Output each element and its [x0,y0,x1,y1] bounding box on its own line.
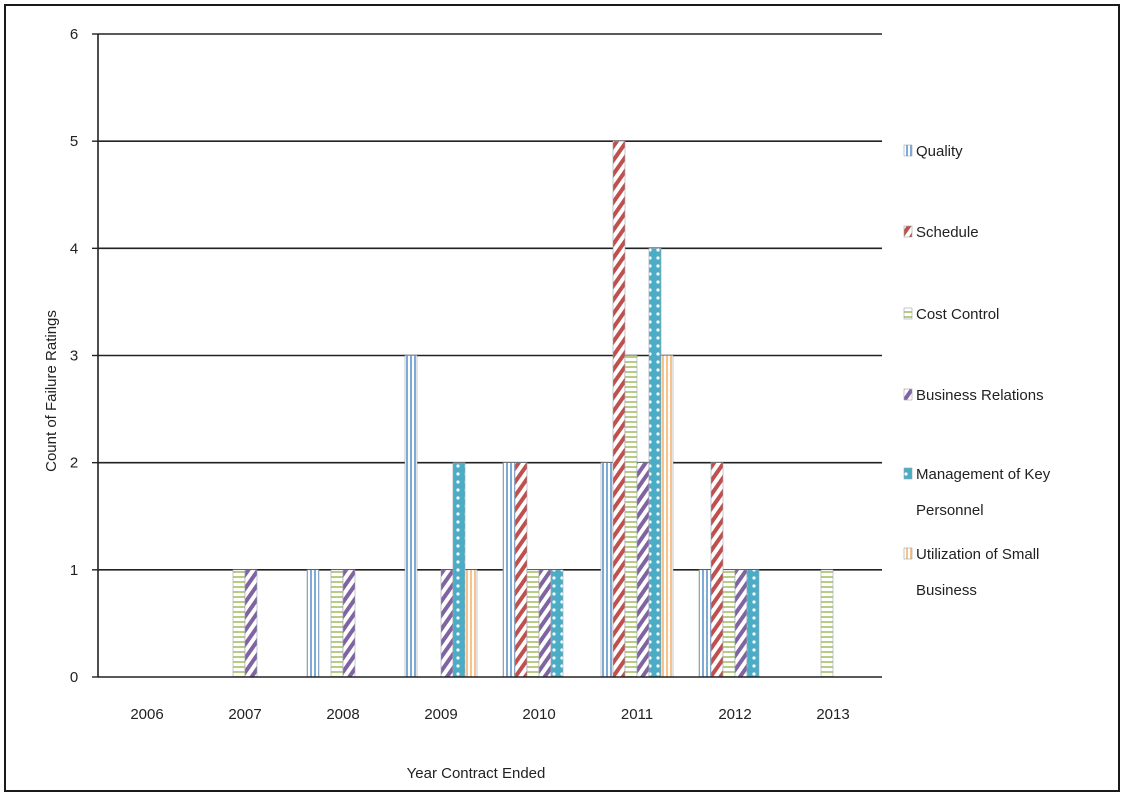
bar-cost-control-2013 [820,569,834,678]
bar-cost-control-2011 [624,355,638,678]
bar-schedule-2010 [514,462,528,678]
x-tick-label-2008: 2008 [326,706,359,723]
legend-label-5-0: Utilization of Small [916,546,1039,563]
bar-cost-control-2007 [232,569,246,678]
legend-label-3-0: Business Relations [916,387,1044,404]
x-tick-label-2006: 2006 [130,706,163,723]
x-tick-label-2010: 2010 [522,706,555,723]
bar-business-relations-2010 [538,569,552,678]
bar-quality-2012 [698,569,712,678]
bar-schedule-2011 [612,140,626,678]
x-tick-label-2011: 2011 [621,706,653,723]
bar-schedule-2012 [710,462,724,678]
x-tick-label-2012: 2012 [718,706,751,723]
y-tick-label-4: 4 [70,240,78,257]
legend: Quality Schedule Cost Control Business Rela… [903,143,1051,599]
y-tick-label-5: 5 [70,133,78,150]
chart-frame: 0 1 2 3 4 5 6 2006 2007 2008 2009 2010 2011 2012 2013… [4,4,1120,792]
bar-utilization-of-small-business-2009 [464,569,478,678]
bar-business-relations-2007 [244,569,258,678]
bars [232,140,834,678]
bar-quality-2009 [404,355,418,678]
bar-quality-2008 [306,569,320,678]
legend-label-1-0: Schedule [916,224,979,241]
x-axis-title: Year Contract Ended [407,765,546,782]
legend-label-0-0: Quality [916,143,963,160]
bar-management-of-key-personnel-2009 [452,462,466,678]
legend-swatch-1 [903,225,913,238]
bar-cost-control-2008 [330,569,344,678]
bar-quality-2010 [502,462,516,678]
bar-business-relations-2008 [342,569,356,678]
x-tick-label-2013: 2013 [816,706,849,723]
x-tick-labels: 2006 2007 2008 2009 2010 2011 2012 2013 [130,706,849,723]
x-tick-label-2009: 2009 [424,706,457,723]
y-tick-label-1: 1 [70,562,78,579]
bar-chart: 0 1 2 3 4 5 6 2006 2007 2008 2009 2010 2011 2012 2013… [43,26,1051,782]
y-tick-label-0: 0 [70,669,78,686]
gridlines [98,33,882,571]
bar-cost-control-2012 [722,569,736,678]
bar-management-of-key-personnel-2012 [746,569,760,678]
bar-utilization-of-small-business-2011 [660,355,674,678]
axes [92,33,882,678]
legend-label-4-1: Personnel [916,502,984,519]
y-tick-label-3: 3 [70,348,78,365]
bar-management-of-key-personnel-2011 [648,248,662,678]
y-tick-label-6: 6 [70,26,78,43]
y-tick-labels: 0 1 2 3 4 5 6 [70,26,78,686]
y-tick-label-2: 2 [70,455,78,472]
legend-swatch-2 [903,307,913,320]
legend-label-5-1: Business [916,582,977,599]
legend-label-2-0: Cost Control [916,306,999,323]
legend-swatch-0 [903,144,913,157]
legend-swatch-3 [903,388,913,401]
legend-swatch-4 [903,467,913,480]
bar-business-relations-2012 [734,569,748,678]
legend-swatch-5 [903,547,913,560]
bar-business-relations-2011 [636,462,650,678]
y-axis-title: Count of Failure Ratings [43,310,60,472]
bar-management-of-key-personnel-2010 [550,569,564,678]
bar-business-relations-2009 [440,569,454,678]
bar-cost-control-2010 [526,569,540,678]
x-tick-label-2007: 2007 [228,706,261,723]
legend-label-4-0: Management of Key [916,466,1051,483]
bar-quality-2011 [600,462,614,678]
